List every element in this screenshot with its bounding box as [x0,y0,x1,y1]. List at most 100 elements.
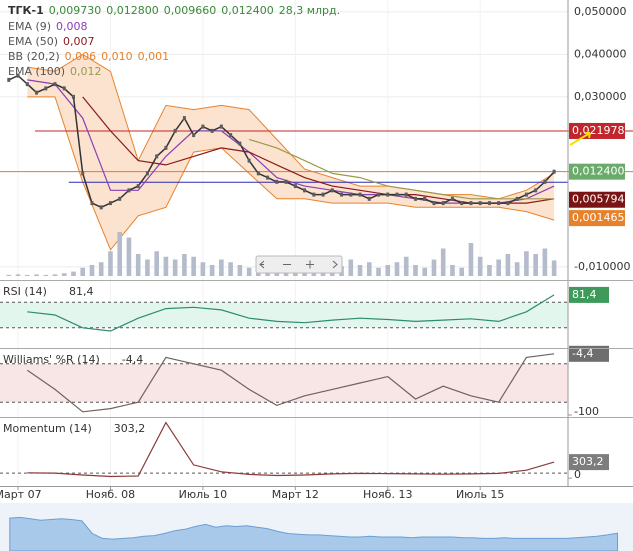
price-point [25,82,29,87]
x-tick-label: Март 12 [272,488,319,501]
indicator-value: 81,4 [69,285,94,298]
volume-bar [219,259,224,276]
zoom-controls[interactable] [255,255,343,274]
legend-item: BB (20,2) [8,50,60,63]
y-tick-label: 0,050000 [574,5,627,18]
legend-item: EMA (9) [8,20,51,33]
price-point [358,192,362,197]
x-tick-label: Март 07 [0,488,42,501]
price-point [266,175,270,180]
band-fill [27,54,555,250]
price-point [136,184,140,189]
current-badge-label: -4,4 [572,347,593,360]
price-point [367,196,371,201]
volume-bar [468,243,474,276]
price-point [321,192,325,197]
volume-bar [34,274,39,276]
volume-bar [191,256,196,276]
price-point [303,188,307,193]
volume-bar [487,265,492,276]
price-point [192,133,196,138]
y-tick-label: 0,030000 [574,90,627,103]
indicator-line [27,421,555,478]
price-point [460,201,464,206]
price-point [543,179,547,184]
volume-bar [108,251,113,276]
price-point [497,201,501,206]
legend-row: EMA (9) 0,008 [8,20,88,33]
volume-bar [126,237,132,276]
volume-bar [209,265,215,276]
legend-item: ТГК-1 [8,4,44,17]
price-point [71,94,75,99]
volume-bar [24,274,30,276]
price-point [534,188,538,193]
legend-item: 0,012 [70,65,102,78]
price-badge [569,163,625,180]
price-point [44,86,48,91]
volume-bar [98,262,104,276]
volume-bar [403,256,409,276]
price-badge-label: 0,005794 [572,193,625,206]
price-point [53,82,57,87]
price-point [487,201,491,206]
price-point [7,77,11,82]
volume-bar [440,248,446,276]
price-point [210,128,214,133]
price-point [108,201,112,206]
volume-bar [89,265,95,276]
band-lower [27,96,555,251]
price-point [330,188,334,193]
indicator-value: -4,4 [122,353,143,366]
price-point [145,171,149,176]
price-point [229,133,233,138]
zoom-bar[interactable] [255,255,343,274]
volume-bar [533,254,538,276]
legend-item: 0,012800 [106,4,159,17]
price-point [552,169,556,174]
volume-bar [394,262,400,276]
legend-item: 0,006 [65,50,97,63]
indicator-name: RSI (14) [3,285,47,298]
volume-bar [237,265,243,276]
volume-bar [200,262,206,276]
y-tick-label: -0,010000 [574,260,630,273]
volume-bar [52,274,58,276]
indicator-line [27,294,555,332]
indicator-name: Williams' %R (14) [3,353,100,366]
price-point [99,205,103,210]
price-point [404,192,408,197]
legend-row: EMA (50) 0,007 [8,35,95,48]
legend-row: ТГК-1 0,009730 0,012800 0,009660 0,012400 28,… [8,4,340,17]
price-point [238,141,242,146]
volume-bar [431,259,437,276]
legend-item: 0,001 [138,50,170,63]
indicator-legend: RSI (14) 81,4 [3,285,93,298]
price-point [247,158,251,163]
volume-bar [524,251,529,276]
volume-bar [117,232,123,276]
price-point [413,196,417,201]
volume-bar [228,262,233,276]
price-point [118,196,122,201]
legend-item: 28,3 млрд. [279,4,340,17]
price-point [164,145,168,150]
volume-bar [246,267,252,276]
volume-bar [80,267,86,276]
price-point [377,192,381,197]
volume-bar [477,256,483,276]
volume-bar [385,265,391,276]
volume-bar [145,259,150,276]
price-point [441,201,445,206]
price-point [450,196,454,201]
price-point [312,192,316,197]
y-tick-label: -100 [574,405,599,418]
indicator-name: Momentum (14) [3,422,92,435]
level-band [0,302,568,328]
current-badge-label: 303,2 [572,455,604,468]
price-badge-label: 0,021978 [572,124,625,137]
legend-item: 0,009660 [164,4,217,17]
price-point [478,201,482,206]
x-tick-label: Июль 15 [456,488,505,501]
